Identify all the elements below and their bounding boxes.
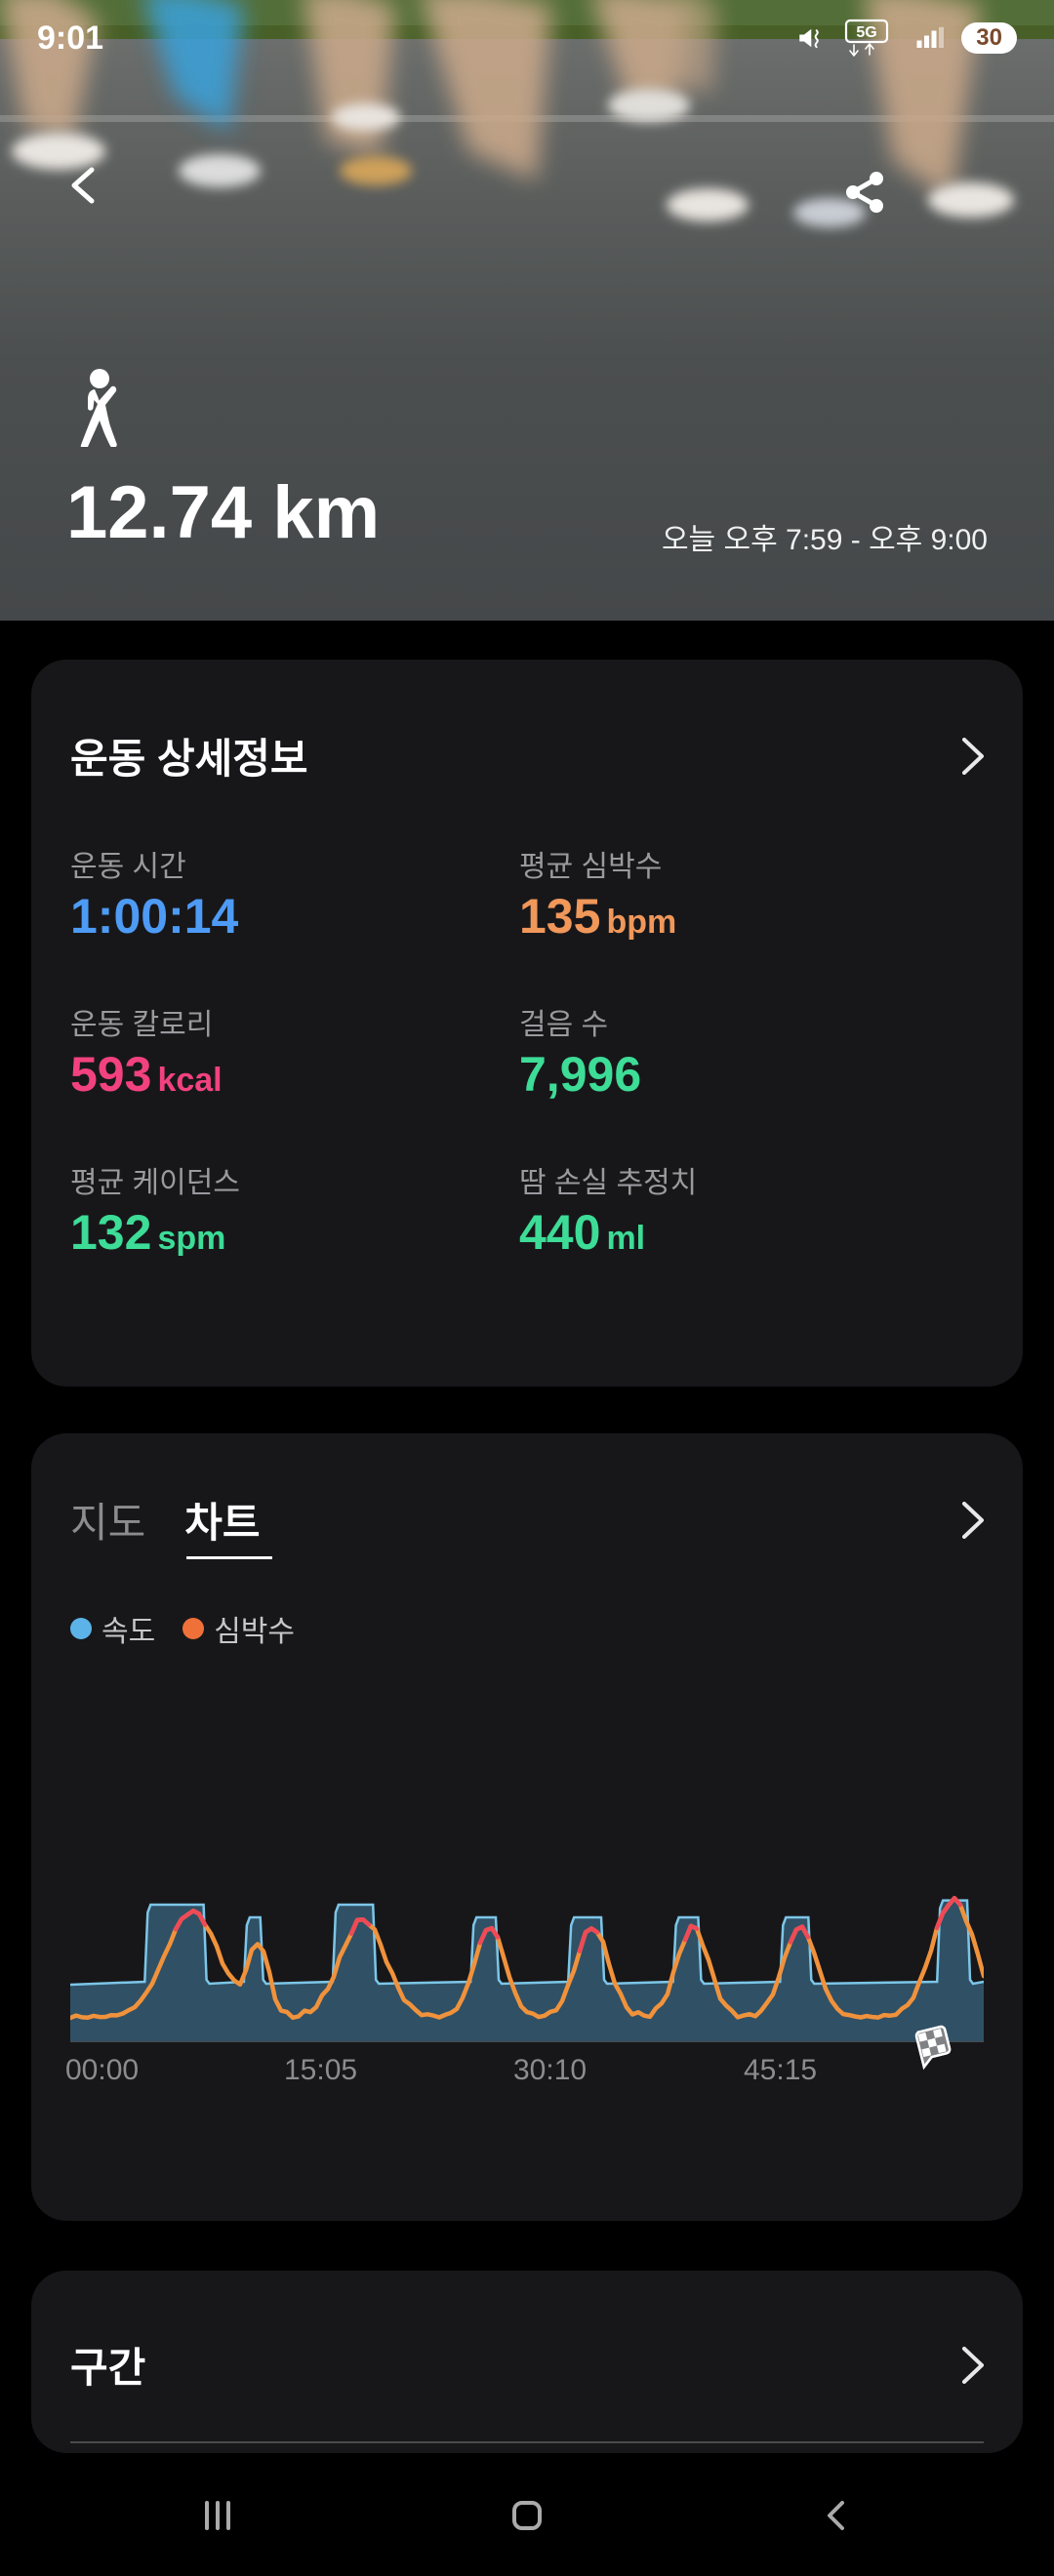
svg-text:5G: 5G	[857, 24, 877, 41]
